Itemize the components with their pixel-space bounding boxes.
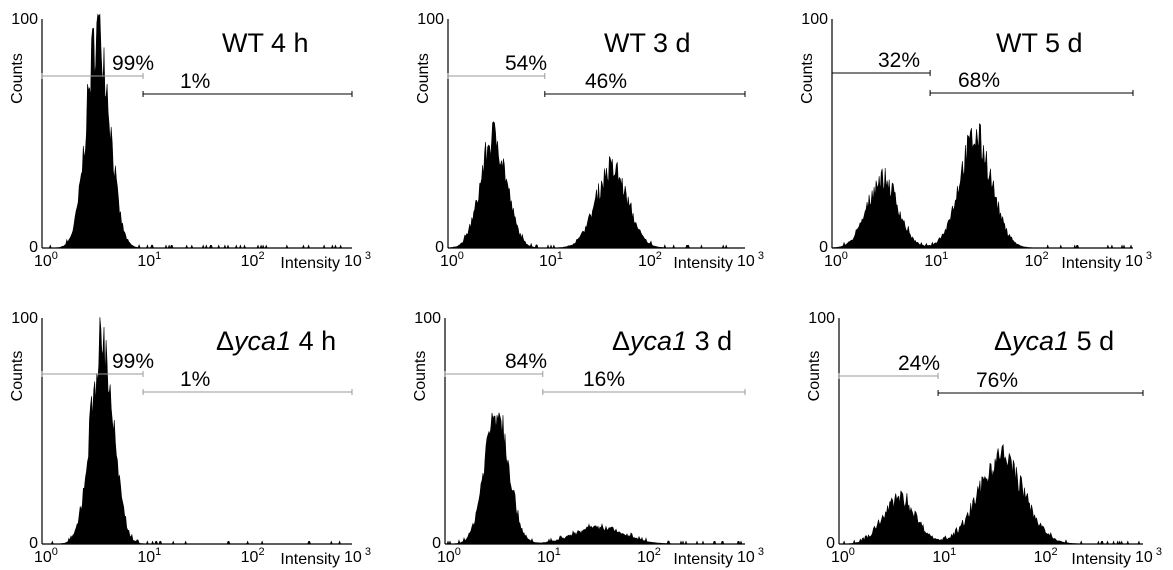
histogram-fill — [839, 444, 1143, 545]
gate-percentage-label: 99% — [112, 350, 154, 373]
y-axis-label: Counts — [799, 53, 816, 104]
y-axis-label: Counts — [9, 53, 26, 104]
histogram-fill — [445, 412, 745, 545]
histogram-fill — [831, 122, 1133, 249]
x-tick-label: 10 3 — [1135, 546, 1162, 566]
x-tick-label: 101 — [924, 250, 948, 270]
y-axis-label: Counts — [9, 351, 26, 402]
histogram-fill — [447, 121, 745, 249]
x-tick-label: 10 3 — [344, 546, 371, 566]
y-tick-label: 0 — [29, 239, 38, 256]
x-tick-label: 100 — [34, 546, 58, 566]
gate-percentage-label: 68% — [958, 69, 1000, 92]
panel-title: WT 4 h — [222, 28, 309, 58]
x-axis-label: Intensity — [673, 255, 733, 272]
panel-title: Δyca1 3 d — [612, 326, 732, 356]
gate-percentage-label: 99% — [112, 52, 154, 75]
gate-percentage-label: 84% — [505, 350, 547, 373]
x-tick-label: 102 — [241, 250, 265, 270]
x-tick-label: 100 — [440, 250, 464, 270]
gate-percentage-label: 76% — [976, 369, 1018, 392]
x-tick-label: 100 — [831, 546, 855, 566]
x-axis-label: Intensity — [1071, 551, 1131, 568]
y-tick-label: 0 — [432, 535, 441, 552]
gate-percentage-label: 1% — [180, 368, 210, 391]
x-tick-label: 10 3 — [737, 250, 764, 270]
x-tick-label: 102 — [637, 546, 661, 566]
panel-title: Δyca1 4 h — [216, 326, 336, 356]
x-tick-label: 102 — [1025, 250, 1049, 270]
gate-percentage-label: 54% — [505, 52, 547, 75]
panel-title: WT 3 d — [604, 28, 691, 58]
gate-percentage-label: 24% — [898, 352, 940, 375]
x-tick-label: 102 — [241, 546, 265, 566]
x-tick-label: 10 3 — [344, 250, 371, 270]
x-tick-label: 10 3 — [737, 546, 764, 566]
x-tick-label: 101 — [137, 250, 161, 270]
y-tick-label: 100 — [808, 310, 835, 327]
y-axis-label: Counts — [412, 351, 429, 402]
y-tick-label: 0 — [435, 239, 444, 256]
x-tick-label: 100 — [437, 546, 461, 566]
x-tick-label: 102 — [638, 250, 662, 270]
y-axis-label: Counts — [806, 351, 823, 402]
x-axis-label: Intensity — [280, 551, 340, 568]
gate-percentage-label: 1% — [180, 70, 210, 93]
y-tick-label: 100 — [417, 11, 444, 28]
gate-percentage-label: 16% — [583, 368, 625, 391]
x-tick-label: 101 — [539, 250, 563, 270]
y-axis-label: Counts — [415, 53, 432, 104]
x-tick-label: 102 — [1034, 546, 1058, 566]
panel-title: WT 5 d — [996, 28, 1083, 58]
x-tick-label: 100 — [824, 250, 848, 270]
panel-title: Δyca1 5 d — [994, 326, 1114, 356]
y-tick-label: 0 — [29, 535, 38, 552]
x-tick-label: 101 — [137, 546, 161, 566]
y-tick-label: 100 — [11, 11, 38, 28]
x-axis-label: Intensity — [1061, 255, 1121, 272]
x-axis-label: Intensity — [280, 255, 340, 272]
gate-percentage-label: 46% — [585, 70, 627, 93]
y-tick-label: 0 — [826, 535, 835, 552]
y-tick-label: 100 — [801, 11, 828, 28]
x-tick-label: 10 3 — [1125, 250, 1152, 270]
y-tick-label: 0 — [819, 239, 828, 256]
y-tick-label: 100 — [414, 310, 441, 327]
x-tick-label: 100 — [34, 250, 58, 270]
y-tick-label: 100 — [11, 310, 38, 327]
x-tick-label: 101 — [932, 546, 956, 566]
gate-percentage-label: 32% — [878, 49, 920, 72]
x-axis-label: Intensity — [673, 551, 733, 568]
x-tick-label: 101 — [537, 546, 561, 566]
